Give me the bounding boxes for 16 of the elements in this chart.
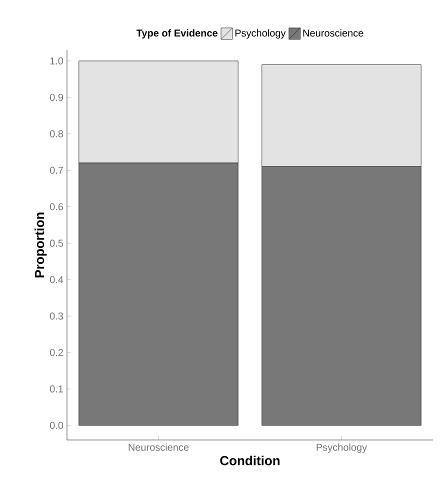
y-tick-label: 0.9 [50, 94, 63, 101]
y-tick-label: 1.0 [50, 57, 64, 64]
y-tick-label: 0.0 [50, 422, 64, 429]
legend-title: Type of Evidence [136, 29, 218, 39]
y-tick-label: 0.7 [50, 166, 63, 174]
y-tick-label: 0.1 [50, 385, 63, 392]
y-tick-label: 0.2 [50, 348, 63, 356]
x-axis-title: Condition [220, 456, 280, 466]
y-tick-label: 0.3 [50, 312, 64, 320]
legend-label: Psychology [235, 29, 286, 39]
y-tick-label: 0.5 [50, 240, 64, 247]
legend-label: Neuroscience [303, 29, 364, 37]
y-tick-label: 0.6 [50, 203, 64, 210]
y-tick-label: 0.8 [50, 130, 64, 138]
y-axis-title: Proportion [34, 212, 47, 278]
y-tick-label: 0.4 [50, 276, 64, 284]
